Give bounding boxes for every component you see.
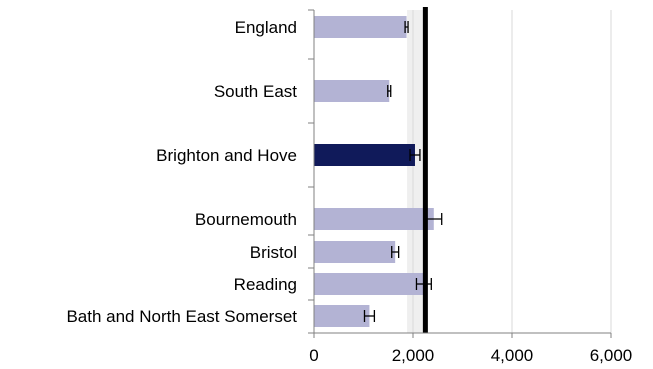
category-label: Bournemouth bbox=[195, 210, 297, 229]
shaded-band bbox=[407, 10, 427, 333]
bar bbox=[314, 80, 390, 102]
bar bbox=[314, 241, 396, 263]
x-tick-label: 6,000 bbox=[590, 346, 633, 365]
bar bbox=[314, 144, 415, 166]
category-label: Reading bbox=[234, 275, 297, 294]
bar bbox=[314, 16, 407, 38]
category-label-layer: England South East Brighton and Hove Bourne… bbox=[66, 18, 297, 326]
bar bbox=[314, 273, 424, 295]
category-label: Bristol bbox=[250, 243, 297, 262]
axis-layer bbox=[308, 9, 612, 338]
category-label: Brighton and Hove bbox=[156, 146, 297, 165]
category-label: South East bbox=[214, 82, 297, 101]
bar bbox=[314, 305, 370, 327]
x-tick-label: 4,000 bbox=[491, 346, 534, 365]
shaded-band-layer bbox=[407, 10, 427, 333]
gridline-layer bbox=[412, 10, 612, 333]
category-label: England bbox=[235, 18, 297, 37]
x-tick-label: 0 bbox=[309, 346, 318, 365]
tick-label-layer: 0 2,000 4,000 6,000 bbox=[309, 346, 632, 365]
bar-layer bbox=[314, 16, 443, 327]
bar bbox=[314, 208, 434, 230]
x-tick-label: 2,000 bbox=[392, 346, 435, 365]
category-label: Bath and North East Somerset bbox=[66, 307, 297, 326]
